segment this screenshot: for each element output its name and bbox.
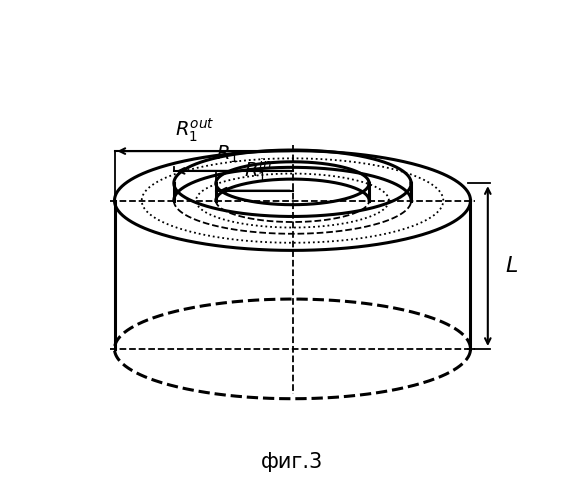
Text: $R_1$: $R_1$ <box>216 144 239 165</box>
Text: фиг.3: фиг.3 <box>261 452 324 472</box>
Text: $R_1^{out}$: $R_1^{out}$ <box>175 116 215 143</box>
Text: $L$: $L$ <box>505 256 518 276</box>
Text: $R_1^{in}$: $R_1^{in}$ <box>244 156 272 184</box>
